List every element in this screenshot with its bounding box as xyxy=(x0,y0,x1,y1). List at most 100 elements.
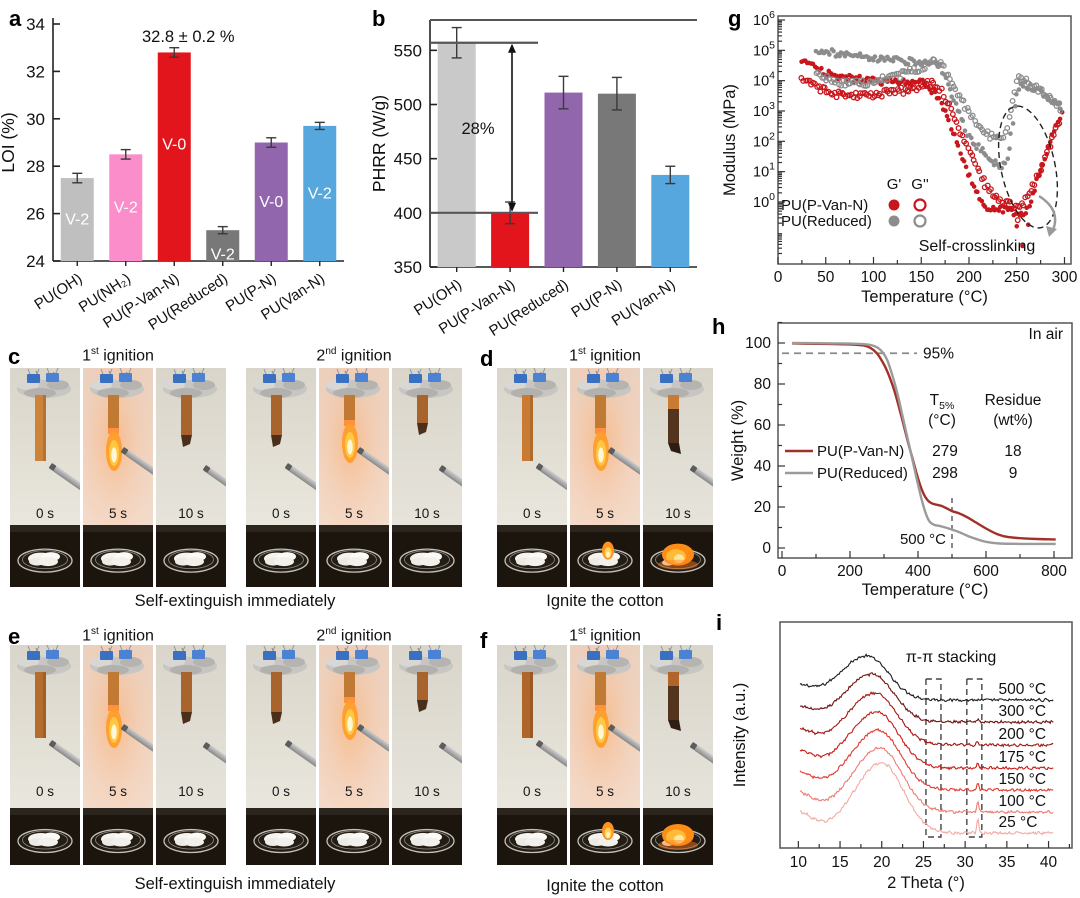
cotton xyxy=(337,552,369,567)
y-tick-label: 60 xyxy=(754,417,772,434)
time-label: 0 s xyxy=(523,506,541,521)
legend-label: PU(P-Van-N) xyxy=(781,197,868,214)
500C-label: 500 °C xyxy=(900,531,946,548)
torch xyxy=(202,742,226,770)
xrd-curve-200 °C xyxy=(799,691,1054,748)
polymer-strip xyxy=(35,395,46,461)
torch xyxy=(535,740,567,768)
polymer-strip xyxy=(108,395,119,434)
y-tick-label: 103 xyxy=(753,100,775,120)
y-axis-title: Intensity (a.u.) xyxy=(731,683,749,788)
cotton xyxy=(101,552,133,567)
binder-clip xyxy=(660,374,673,383)
binder-clip xyxy=(606,650,619,659)
binder-clip xyxy=(27,374,40,383)
ignition-photo-frame: 10 s xyxy=(392,645,462,865)
bar-PU(Reduced) xyxy=(544,92,583,267)
torch xyxy=(120,724,153,752)
loi-annotation: 32.8 ± 0.2 % xyxy=(142,28,235,46)
ignition-photo-frame: 10 s xyxy=(156,645,226,865)
bar-PU(Reduced) xyxy=(206,230,240,261)
bar-rating-label: V-0 xyxy=(162,137,186,154)
time-label: 0 s xyxy=(272,784,290,799)
flame xyxy=(342,700,358,740)
ignition-header-text: 1 xyxy=(82,347,91,365)
axes-ticks xyxy=(797,841,1070,848)
binder-clip xyxy=(192,373,205,382)
binder-clip xyxy=(679,650,692,659)
x-axis-title: 2 Theta (°) xyxy=(887,874,965,892)
table-header-residue-unit: (wt%) xyxy=(993,412,1033,429)
legend-marker-open xyxy=(913,198,927,212)
bench-edge xyxy=(643,525,713,532)
plot-box xyxy=(777,322,1073,559)
torch xyxy=(607,447,640,475)
bar-rating-label: V-2 xyxy=(114,200,138,217)
bench-edge xyxy=(246,525,316,532)
bar-PU(Van-N) xyxy=(303,125,337,261)
time-label: 5 s xyxy=(109,506,127,521)
bench-edge xyxy=(83,808,153,815)
curve-temperature-label: 150 °C xyxy=(999,771,1047,788)
tga-chart-svg: 0 200 400 600 800 0 20 40 60 80 100 Temperature (°C… xyxy=(729,321,1073,599)
time-label: 10 s xyxy=(414,506,440,521)
self-crosslinking-ellipse xyxy=(997,105,1059,229)
ignition-header-text: ignition xyxy=(98,627,154,645)
y-tick-label: 100 xyxy=(745,335,771,352)
ignition-header-text: ignition xyxy=(585,347,641,365)
ignition-header-text: st xyxy=(90,346,99,357)
x-tick-label: 400 xyxy=(905,563,931,580)
curve-temperature-label: 175 °C xyxy=(999,749,1047,766)
bench-edge xyxy=(497,808,567,815)
clamp-foil xyxy=(326,368,380,398)
panel-e-ignition-photos: 1st ignition 0 s 5 s 10 s 2nd ignition 0 s 5 s… xyxy=(0,612,470,898)
clamp-foil xyxy=(253,368,307,398)
bars xyxy=(437,26,690,268)
ignition-header: 1st ignition xyxy=(48,346,188,365)
cotton-flame xyxy=(658,824,698,850)
torch xyxy=(689,742,713,770)
bar-PU(P-N) xyxy=(254,142,288,261)
legend-label: PU(Reduced) xyxy=(781,213,872,230)
y-axis-title: Modulus (MPa) xyxy=(721,84,739,196)
x-axis-title: Temperature (°C) xyxy=(862,581,989,599)
binder-clip xyxy=(428,650,441,659)
clamp-foil xyxy=(17,645,71,675)
ignition-photo-frame: 5 s xyxy=(83,368,153,587)
loi-bar-chart-svg: 24 26 28 30 32 34 LOI (%) V-2 V-2 V-0 V-2 V-0 V-2 PU(… xyxy=(0,15,344,334)
xrd-curve-500 °C xyxy=(799,653,1054,703)
ignition-photo-frame: 10 s xyxy=(392,368,462,587)
ignition-photo-frame: 5 s xyxy=(319,645,389,865)
legend: G' G'' PU(P-Van-N)PU(Reduced) xyxy=(781,176,929,230)
error-bar xyxy=(266,137,277,148)
y-tick-label: 104 xyxy=(753,70,775,90)
panel-letter-b: b xyxy=(372,6,386,31)
legend-marker-filled xyxy=(888,199,900,211)
time-label: 5 s xyxy=(109,784,127,799)
bench-edge xyxy=(570,808,640,815)
cotton-flame xyxy=(658,543,698,570)
ignition-photo-frame: 10 s xyxy=(156,368,226,587)
bar-PU(P-Van-N) xyxy=(157,52,191,261)
y-tick-label: 32 xyxy=(26,62,45,81)
clamp-foil xyxy=(504,368,558,398)
polymer-strip xyxy=(595,672,606,711)
binder-clip xyxy=(679,373,692,382)
table-header-residue: Residue xyxy=(985,392,1042,409)
ignition-photo-frame: 5 s xyxy=(83,645,153,865)
clamp-foil xyxy=(163,368,217,398)
y-tick-label: 40 xyxy=(754,458,772,475)
polymer-strip xyxy=(35,672,46,738)
binder-clip xyxy=(606,373,619,382)
ignition-header-text: st xyxy=(577,626,586,637)
y-tick-label: 400 xyxy=(394,204,422,223)
binder-clip xyxy=(173,651,186,660)
series-PU(Reduced) G' xyxy=(813,47,1063,171)
t5-residue-table: T5%(°C) Residue (wt%) 279 18 298 9 xyxy=(928,392,1041,482)
time-label: 10 s xyxy=(178,506,204,521)
error-bar xyxy=(169,47,180,58)
ignition-header: 1st ignition xyxy=(48,626,188,645)
table-header-t5: T5% xyxy=(930,392,955,412)
ignition-header-text: st xyxy=(577,346,586,357)
